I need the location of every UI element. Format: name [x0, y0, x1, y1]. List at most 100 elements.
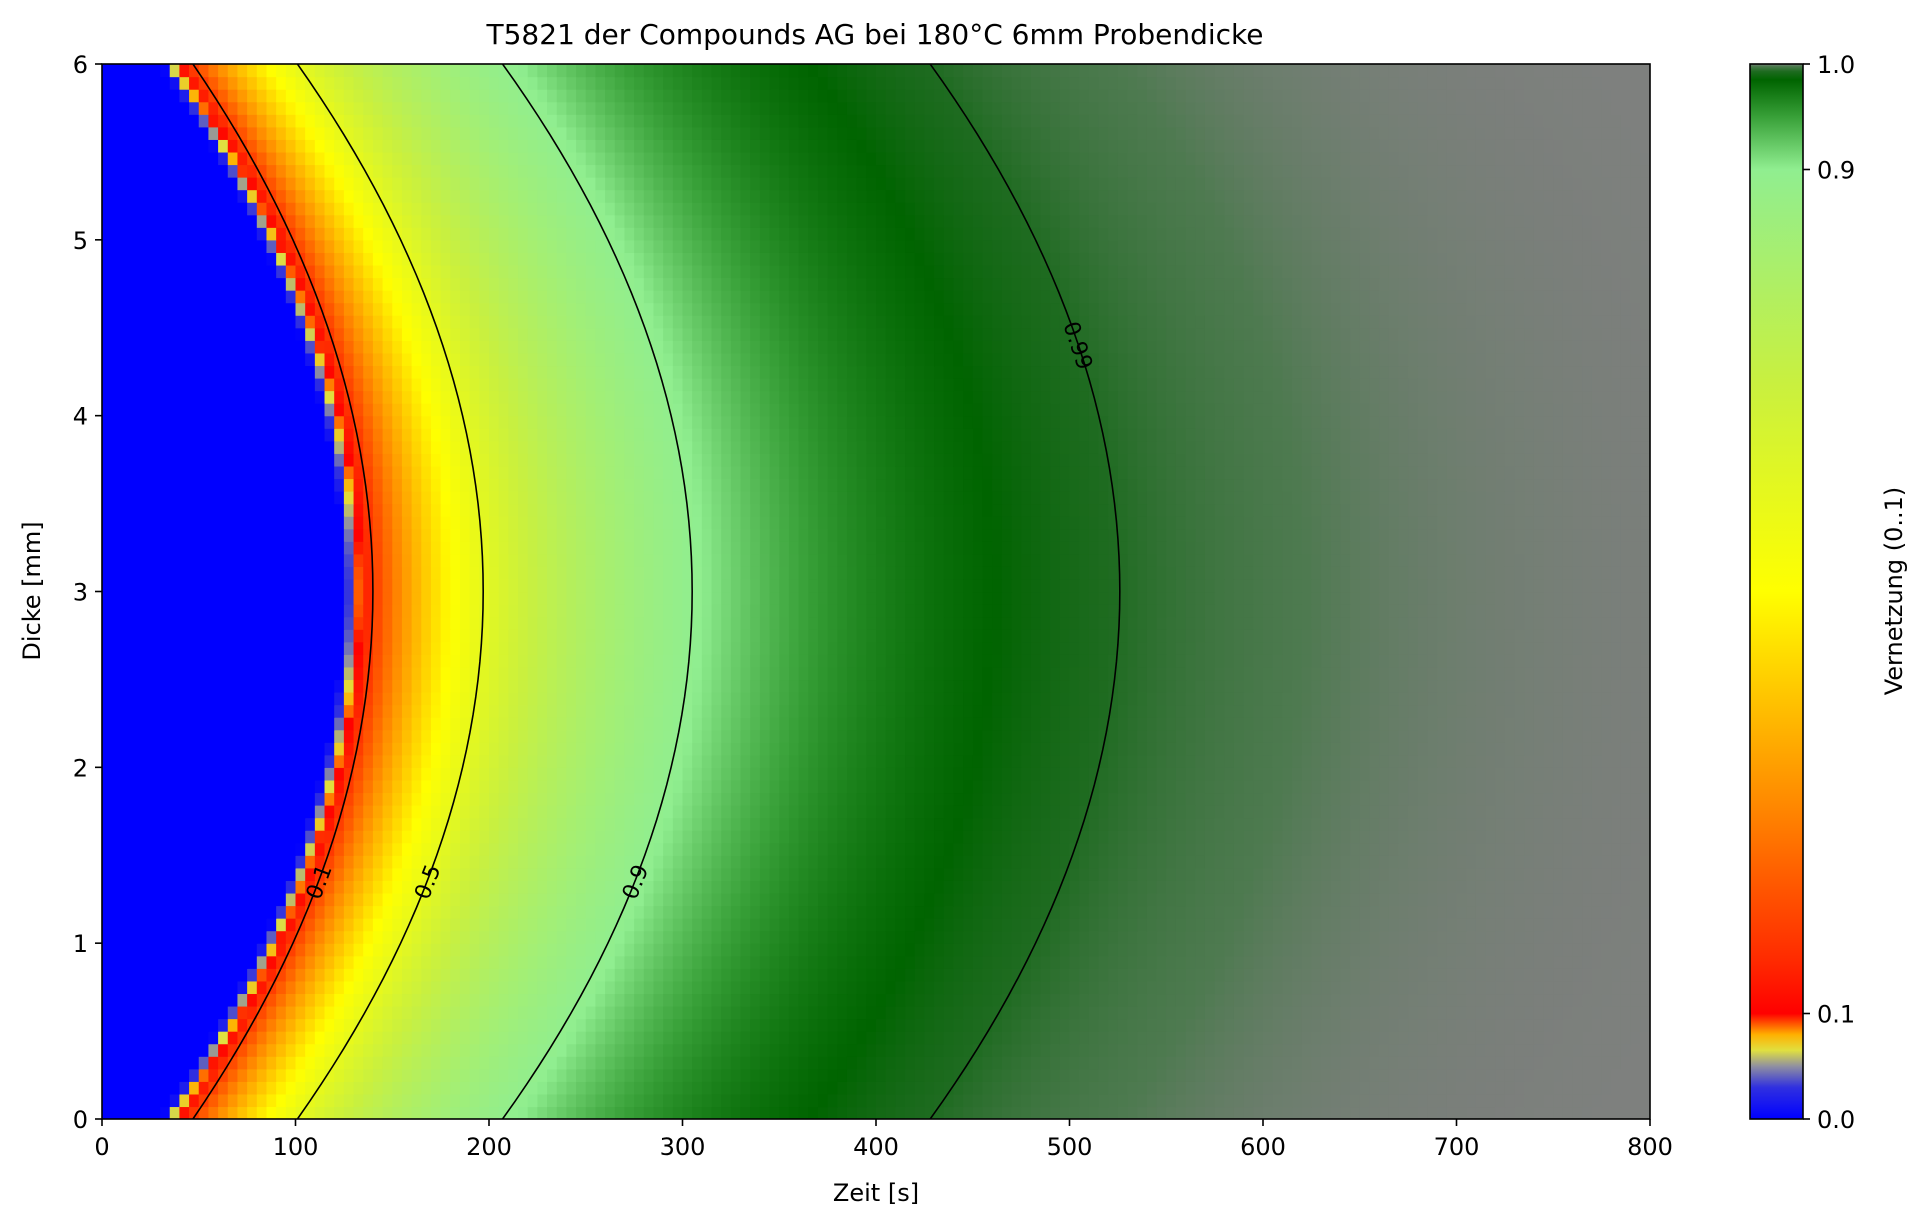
heatmap-cell [1495, 905, 1506, 919]
heatmap-cell [1398, 1031, 1409, 1045]
heatmap-cell [121, 830, 132, 844]
heatmap-cell [779, 980, 790, 995]
heatmap-cell [585, 1081, 597, 1095]
heatmap-cell [953, 867, 964, 881]
heatmap-cell [1243, 779, 1254, 794]
heatmap-cell [479, 955, 490, 969]
heatmap-cell [1233, 1093, 1245, 1108]
heatmap-cell [1620, 905, 1632, 919]
heatmap-cell [1359, 817, 1371, 831]
heatmap-cell [692, 830, 703, 844]
heatmap-cell [750, 1093, 761, 1108]
heatmap-cell [121, 1081, 132, 1095]
heatmap-cell [1175, 729, 1187, 743]
heatmap-cell [1601, 905, 1612, 919]
heatmap-cell [227, 892, 239, 907]
heatmap-cell [692, 955, 703, 969]
heatmap-cell [1475, 729, 1487, 743]
heatmap-cell [363, 805, 374, 819]
heatmap-cell [208, 968, 219, 982]
heatmap-cell [1620, 1093, 1632, 1108]
heatmap-cell [914, 905, 925, 919]
heatmap-cell [1156, 993, 1167, 1007]
heatmap-cell [1108, 993, 1119, 1007]
heatmap-cell [663, 1068, 674, 1082]
heatmap-cell [1340, 1043, 1351, 1057]
heatmap-cell [663, 943, 674, 957]
heatmap-cell [1572, 892, 1583, 907]
heatmap-cell [1263, 880, 1274, 894]
heatmap-cell [963, 767, 974, 781]
heatmap-cell [1282, 792, 1293, 806]
heatmap-cell [218, 1043, 229, 1057]
heatmap-cell [1156, 943, 1167, 957]
heatmap-cell [314, 892, 326, 907]
heatmap-cell [518, 842, 529, 856]
heatmap-cell [943, 1081, 954, 1095]
heatmap-cell [1524, 767, 1535, 781]
heatmap-cell [121, 1043, 132, 1057]
heatmap-cell [1282, 1005, 1293, 1020]
heatmap-cell [353, 955, 364, 969]
heatmap-cell [489, 779, 500, 794]
heatmap-cell [1195, 905, 1206, 919]
heatmap-cell [1040, 1093, 1051, 1108]
heatmap-cell [305, 842, 316, 856]
heatmap-cell [1417, 1081, 1429, 1095]
heatmap-cell [469, 805, 480, 819]
heatmap-cell [1369, 1093, 1380, 1108]
heatmap-cell [1263, 930, 1274, 944]
heatmap-cell [1591, 1106, 1603, 1119]
heatmap-cell [943, 792, 954, 806]
heatmap-cell [556, 968, 567, 982]
heatmap-cell [798, 993, 809, 1007]
heatmap-cell [1059, 855, 1071, 869]
heatmap-cell [430, 880, 442, 894]
heatmap-cell [1146, 805, 1158, 819]
heatmap-cell [1321, 817, 1332, 831]
heatmap-cell [1456, 1106, 1467, 1119]
heatmap-cell [1427, 805, 1438, 819]
heatmap-cell [1437, 855, 1448, 869]
heatmap-cell [1514, 779, 1525, 794]
heatmap-cell [934, 1056, 945, 1070]
heatmap-cell [140, 792, 151, 806]
heatmap-cell [1195, 1005, 1206, 1020]
heatmap-cell [363, 779, 374, 794]
heatmap-cell [808, 905, 819, 919]
heatmap-cell [856, 792, 867, 806]
heatmap-cell [411, 779, 422, 794]
heatmap-cell [343, 905, 355, 919]
heatmap-cell [643, 905, 655, 919]
heatmap-cell [121, 855, 132, 869]
heatmap-cell [576, 767, 587, 781]
heatmap-cell [102, 717, 113, 731]
heatmap-cell [1379, 918, 1390, 932]
heatmap-cell [411, 993, 422, 1007]
heatmap-cell [218, 918, 229, 932]
heatmap-cell [421, 1031, 432, 1045]
heatmap-cell [1350, 729, 1361, 743]
heatmap-cell [1127, 867, 1138, 881]
heatmap-cell [876, 1043, 887, 1057]
heatmap-cell [837, 742, 848, 756]
heatmap-cell [1533, 805, 1545, 819]
heatmap-cell [1021, 767, 1032, 781]
heatmap-cell [605, 754, 616, 768]
heatmap-cell [585, 779, 597, 794]
heatmap-cell [1572, 842, 1583, 856]
heatmap-cell [489, 754, 500, 768]
heatmap-cell [740, 779, 751, 794]
heatmap-cell [314, 842, 326, 856]
heatmap-cell [1127, 754, 1138, 768]
heatmap-cell [1253, 918, 1264, 932]
heatmap-cell [566, 805, 577, 819]
heatmap-cell [837, 880, 848, 894]
heatmap-cell [1079, 729, 1090, 743]
heatmap-cell [305, 1031, 316, 1045]
heatmap-cell [111, 792, 122, 806]
heatmap-cell [508, 830, 519, 844]
heatmap-cell [672, 968, 684, 982]
heatmap-cell [1030, 1056, 1042, 1070]
heatmap-cell [518, 779, 529, 794]
